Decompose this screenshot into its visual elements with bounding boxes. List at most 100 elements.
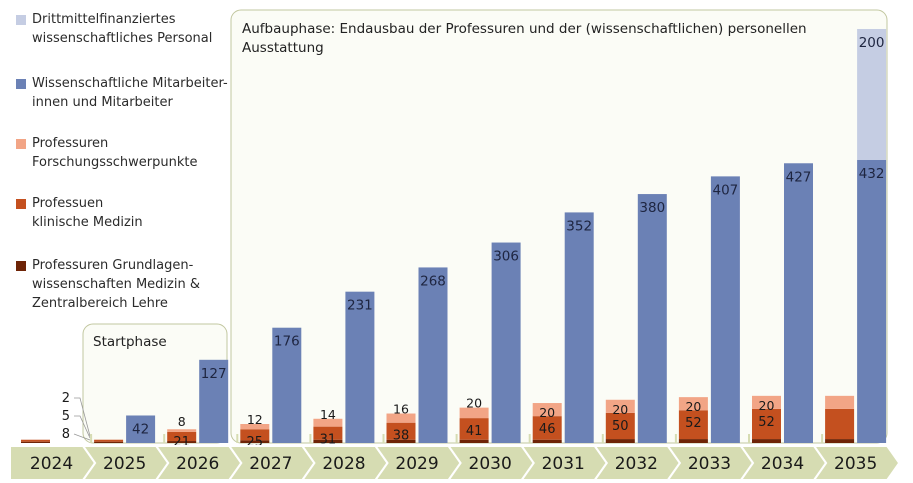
baseline-tick (382, 434, 385, 443)
bar-label-wiss: 427 (786, 169, 812, 185)
baseline-tick (236, 434, 239, 443)
bar-prof-grundlagen (313, 439, 343, 443)
bar-prof-klinisch (167, 431, 197, 442)
bar-prof-klinisch (459, 418, 489, 440)
baseline-tick (455, 434, 458, 443)
bar-wiss-mitarbeiter (564, 212, 594, 443)
bar-wiss-mitarbeiter (491, 242, 521, 443)
legend-label: Professuren Grundlagen- wissenschaften M… (32, 258, 200, 311)
bar-prof-forschung (167, 429, 197, 432)
bar-wiss-mitarbeiter (418, 267, 448, 443)
baseline-tick (163, 434, 166, 443)
year-label: 2032 (615, 454, 658, 474)
bar-prof-klinisch (21, 439, 50, 442)
bar-drittmittel (857, 28, 887, 161)
label-2024-forschung: 2 (62, 391, 70, 406)
bar-label-forschung: 12 (247, 412, 263, 427)
bar-label-wiss: 42 (132, 421, 149, 437)
bar-prof-forschung (386, 413, 416, 423)
bar-prof-klinisch (825, 408, 855, 440)
year-label: 2026 (176, 454, 219, 474)
bar-prof-klinisch (532, 416, 562, 440)
year-label: 2033 (688, 454, 731, 474)
bar-label-wiss: 407 (713, 182, 739, 198)
bar-prof-grundlagen (21, 441, 50, 443)
bar-label-professuren: 52 (685, 416, 702, 431)
bar-label-wiss: 306 (493, 249, 519, 265)
legend-item-prof-klinisch: Professuen klinische Medizin (16, 194, 143, 232)
bar-prof-forschung (752, 395, 781, 409)
legend-label: Professuren Forschungsschwerpunkte (32, 136, 198, 170)
legend-label: Wissenschaftliche Mitarbeiter- innen und… (32, 76, 228, 110)
legend-swatch (16, 79, 26, 89)
baseline-tick (601, 434, 604, 443)
aufbau-phase-label: Aufbauphase: Endausbau der Professuren u… (242, 21, 807, 37)
year-label: 2031 (542, 454, 585, 474)
bar-prof-klinisch (94, 439, 124, 442)
year-label: 2025 (103, 454, 146, 474)
bar-prof-forschung (605, 399, 635, 413)
legend-label: Drittmittelfinanziertes wissenschaftlich… (32, 12, 213, 46)
legend-label: Professuen klinische Medizin (32, 196, 143, 230)
bar-prof-grundlagen (605, 439, 635, 443)
bar-prof-klinisch (240, 429, 270, 441)
bar-wiss-mitarbeiter (637, 194, 667, 443)
bar-wiss-mitarbeiter (199, 359, 229, 443)
aufbau-phase-label: Ausstattung (242, 40, 324, 56)
year-label: 2029 (395, 454, 438, 474)
bar-label-forschung: 20 (685, 399, 701, 414)
bar-label-professuren: 38 (393, 429, 410, 444)
bar-prof-forschung (240, 424, 270, 430)
bar-label-forschung: 16 (393, 402, 409, 417)
leader-line (74, 415, 91, 439)
bar-label-drittmittel: 200 (859, 35, 885, 51)
baseline-tick (748, 434, 750, 443)
bar-label-wiss: 127 (201, 366, 227, 382)
bar-wiss-mitarbeiter (126, 415, 156, 443)
bar-label-professuren: 31 (320, 433, 337, 448)
bar-label-forschung: 20 (539, 405, 555, 420)
bar-label-professuren: 52 (758, 415, 775, 430)
bar-prof-forschung (313, 418, 343, 427)
bar-prof-grundlagen (240, 440, 270, 443)
leader-line (74, 397, 91, 437)
bar-wiss-mitarbeiter (345, 291, 375, 443)
year-label: 2035 (834, 454, 877, 474)
bar-prof-klinisch (678, 410, 708, 440)
bar-prof-klinisch (752, 408, 781, 440)
bar-label-professuren: 41 (466, 424, 483, 439)
year-label: 2024 (30, 454, 73, 474)
legend-item-prof-forschung: Professuren Forschungsschwerpunkte (16, 134, 197, 172)
bar-prof-grundlagen (678, 439, 708, 443)
bar-prof-forschung (825, 395, 855, 409)
legend-swatch (16, 15, 26, 25)
baseline-tick (528, 434, 531, 443)
bar-label-wiss: 268 (420, 273, 446, 289)
bar-label-wiss: 352 (566, 218, 592, 234)
year-label: 2034 (761, 454, 804, 474)
bar-label-forschung: 20 (466, 396, 482, 411)
bar-prof-grundlagen (752, 439, 781, 443)
bar-label-forschung: 8 (178, 414, 186, 429)
bar-wiss-mitarbeiter (784, 163, 813, 444)
bar-prof-forschung (459, 407, 489, 419)
bar-wiss-mitarbeiter (710, 176, 740, 443)
bar-label-forschung: 20 (612, 402, 628, 417)
bar-prof-grundlagen (825, 439, 855, 443)
baseline-tick (90, 434, 93, 443)
year-label: 2027 (249, 454, 292, 474)
bar-wiss-mitarbeiter (272, 327, 302, 443)
leader-line (73, 433, 91, 441)
legend-swatch (16, 139, 26, 149)
bar-prof-klinisch (313, 426, 343, 440)
bar-label-wiss: 176 (274, 334, 300, 350)
bar-label-wiss: 432 (859, 166, 885, 182)
bar-prof-forschung (678, 397, 708, 411)
legend-swatch (16, 261, 26, 271)
legend-item-drittmittel: Drittmittelfinanziertes wissenschaftlich… (16, 10, 212, 48)
bar-prof-grundlagen (532, 439, 562, 443)
bar-label-professuren: 46 (539, 422, 556, 437)
baseline-tick (821, 434, 824, 443)
bar-label-forschung: 20 (759, 398, 775, 413)
